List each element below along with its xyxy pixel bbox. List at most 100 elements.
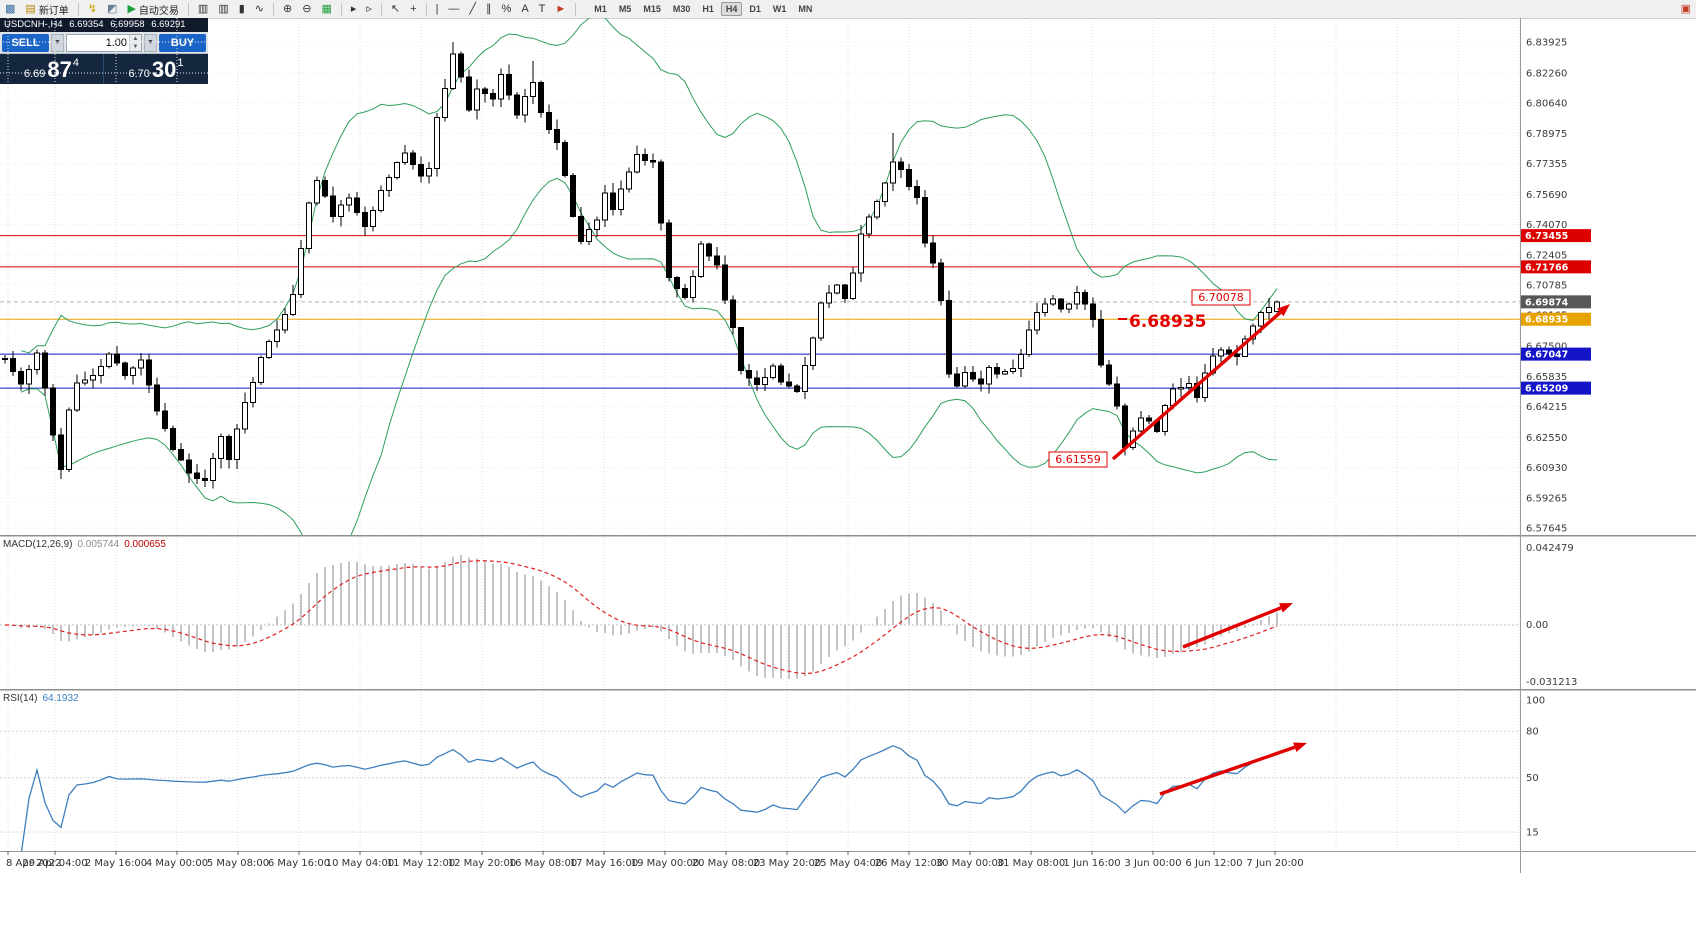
candle <box>346 193 352 212</box>
price-scale: 6.83925 6.82260 6.80640 6.78975 6.77355 6.756… <box>1526 38 1567 535</box>
fibonacci-icon: % <box>501 3 512 15</box>
candle <box>930 235 936 269</box>
time-axis-label: 29 Apr 04:00 <box>22 858 87 869</box>
vertical-line-button[interactable]: | <box>432 0 443 18</box>
buy-price[interactable]: 6.70 30 1 <box>104 54 208 84</box>
timeframe-m1[interactable]: M1 <box>594 4 607 14</box>
timeframe-m5[interactable]: M5 <box>618 4 632 14</box>
candles-button[interactable]: ▮ <box>235 0 249 18</box>
timeframe-h4[interactable]: H4 <box>720 2 743 16</box>
zoom-in-button[interactable]: ⊕ <box>279 0 296 18</box>
new-chart-button[interactable]: ▩ <box>1 0 19 18</box>
indicators-button[interactable]: ▣ <box>1677 0 1695 18</box>
fibonacci-button[interactable]: % <box>498 0 516 18</box>
time-axis-label: 31 May 08:00 <box>997 858 1066 869</box>
candle <box>754 370 760 392</box>
volume-up-button[interactable]: ▲ <box>130 34 141 43</box>
candle <box>586 222 592 246</box>
sell-price[interactable]: 6.69 87 4 <box>0 54 104 84</box>
candle <box>1074 285 1080 310</box>
text-button[interactable]: A <box>517 0 532 18</box>
cursor-button[interactable]: ↖ <box>387 0 404 18</box>
rsi-title: RSI(14) <box>3 693 38 704</box>
rsi-axis-label: 15 <box>1526 827 1539 838</box>
time-axis-label: 4 May 00:00 <box>146 858 208 869</box>
timeframe-m15[interactable]: M15 <box>643 4 661 14</box>
toolbar-separator <box>77 2 79 16</box>
candle <box>938 258 944 306</box>
candle <box>1202 363 1208 403</box>
volume-down-button[interactable]: ▼ <box>130 42 141 51</box>
candle <box>442 78 448 122</box>
candle <box>362 206 368 236</box>
time-axis-label: 20 May 08:00 <box>692 858 761 869</box>
candle <box>450 42 456 91</box>
label-button[interactable]: T <box>535 0 550 18</box>
candle <box>850 267 856 300</box>
volume-input[interactable] <box>67 35 129 50</box>
bollinger-upper-band <box>20 18 1278 354</box>
macd-axis-label: -0.031213 <box>1526 677 1577 688</box>
arrows-button[interactable]: ► <box>551 0 570 18</box>
candle <box>66 407 72 472</box>
line-chart-button[interactable]: ∿ <box>251 0 268 18</box>
accounts-button[interactable]: ◩ <box>103 0 121 18</box>
timeframe-mn[interactable]: MN <box>798 4 813 14</box>
candle <box>578 206 584 245</box>
price-callout-box[interactable]: 6.70078 <box>1191 289 1251 306</box>
candle <box>178 442 184 461</box>
candle <box>354 191 360 216</box>
new-order-button[interactable]: ▤ 新订单 <box>21 0 72 18</box>
timeframe-h1[interactable]: H1 <box>702 4 714 14</box>
annotations-layer: 6.70078 6.61559 6.68935 <box>1048 289 1251 468</box>
candle <box>290 284 296 317</box>
candle <box>378 185 384 213</box>
autoscroll-icon: ▸ <box>350 3 357 15</box>
buy-price-big: 30 <box>151 57 177 82</box>
timeframe-m30[interactable]: M30 <box>672 4 691 14</box>
timeframe-d1[interactable]: D1 <box>749 4 761 14</box>
compile-icon: ↯ <box>87 3 98 15</box>
chart-shift-button[interactable]: ▹ <box>362 0 376 18</box>
candle <box>914 179 920 205</box>
bars-button[interactable]: ▥ <box>214 0 232 18</box>
tile-windows-button[interactable]: ▦ <box>317 0 335 18</box>
trend-arrow[interactable] <box>1159 742 1307 796</box>
low-value: 6.69291 <box>151 19 186 30</box>
chart-shift-icon: ▹ <box>366 3 372 15</box>
macd-panel[interactable]: 0.042479 0.00 -0.031213 <box>0 537 1696 689</box>
tick-chart-button[interactable]: ▥ <box>194 0 212 18</box>
panel-splitter[interactable] <box>0 689 1696 691</box>
channel-button[interactable]: ∥ <box>482 0 496 18</box>
candle <box>1090 297 1096 328</box>
zoom-out-button[interactable]: ⊖ <box>298 0 315 18</box>
symbol-period-label: USDCNH-,H4 <box>4 19 63 30</box>
main-price-chart[interactable]: 6.70078 6.61559 6.68935 6.83925 6.82260 6.806… <box>0 18 1696 535</box>
autotrade-button[interactable]: ▶ 自动交易 <box>123 0 182 18</box>
candle <box>74 374 80 413</box>
horizontal-line-button[interactable]: — <box>444 0 463 18</box>
autoscroll-button[interactable]: ▸ <box>347 0 361 18</box>
compile-button[interactable]: ↯ <box>84 0 101 18</box>
rsi-panel[interactable]: 100 80 50 15 <box>0 691 1696 851</box>
candle <box>1002 368 1008 376</box>
candle <box>202 469 208 488</box>
big-price-label[interactable]: 6.68935 <box>1129 312 1206 332</box>
trend-arrow[interactable] <box>1182 603 1293 649</box>
price-tag: 6.69874 <box>1521 295 1591 309</box>
candle <box>426 162 432 184</box>
high-value: 6.69958 <box>110 19 145 30</box>
trendline-button[interactable]: ╱ <box>465 0 480 18</box>
price-callout-box[interactable]: 6.61559 <box>1048 451 1108 468</box>
candle <box>10 350 16 377</box>
zoom-in-icon: ⊕ <box>283 3 293 15</box>
candle <box>250 377 256 408</box>
trend-arrow[interactable] <box>1111 304 1290 461</box>
sell-button[interactable]: SELL <box>2 33 49 52</box>
candle <box>282 308 288 334</box>
candle <box>882 181 888 207</box>
timeframe-w1[interactable]: W1 <box>772 4 787 14</box>
rsi-axis-label: 50 <box>1526 773 1539 784</box>
crosshair-button[interactable]: + <box>406 0 420 18</box>
panel-splitter[interactable] <box>0 535 1696 537</box>
